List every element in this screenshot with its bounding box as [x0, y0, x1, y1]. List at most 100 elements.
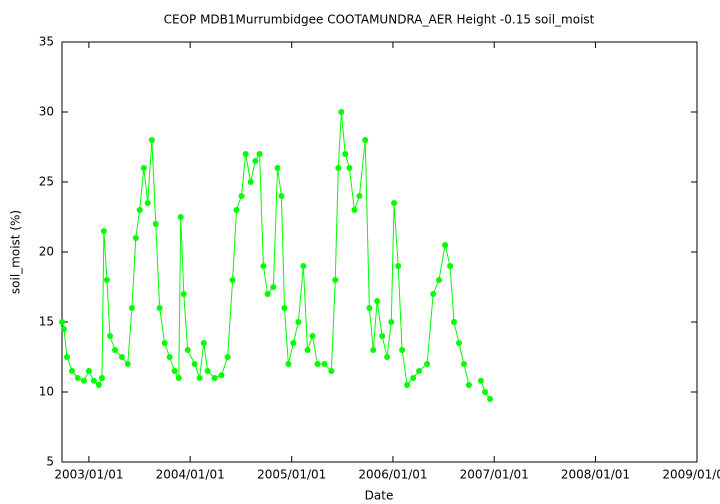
y-tick-label: 20: [39, 245, 54, 259]
data-point: [148, 137, 155, 143]
y-tick-label: 5: [46, 455, 54, 469]
data-point: [274, 165, 281, 171]
data-point: [399, 347, 406, 353]
data-point: [204, 368, 211, 374]
data-point: [370, 347, 377, 353]
data-point: [211, 375, 218, 381]
data-point: [384, 354, 391, 360]
data-point: [264, 291, 271, 297]
y-tick-label: 25: [39, 175, 54, 189]
data-point: [416, 368, 423, 374]
data-point: [450, 319, 457, 325]
data-point: [161, 340, 168, 346]
data-point: [180, 291, 187, 297]
data-point: [156, 305, 163, 311]
data-point: [252, 158, 259, 164]
data-point: [171, 368, 178, 374]
data-point: [233, 207, 240, 213]
data-point: [60, 326, 67, 332]
data-point: [460, 361, 467, 367]
data-point: [309, 333, 316, 339]
data-point: [436, 277, 443, 283]
data-point: [351, 207, 358, 213]
data-point: [140, 165, 147, 171]
data-point: [290, 340, 297, 346]
data-point: [85, 368, 92, 374]
data-point: [256, 151, 263, 157]
x-tick-label: 2006/01/01: [358, 468, 427, 482]
data-point: [442, 242, 449, 248]
data-point: [106, 333, 113, 339]
x-axis-label: Date: [365, 489, 394, 503]
data-point: [200, 340, 207, 346]
data-point: [144, 200, 151, 206]
data-point: [295, 319, 302, 325]
data-point: [270, 284, 277, 290]
data-point: [74, 375, 81, 381]
data-point: [362, 137, 369, 143]
data-point: [68, 368, 75, 374]
data-point: [335, 165, 342, 171]
data-point: [111, 347, 118, 353]
data-point: [59, 319, 65, 325]
y-tick-label: 15: [39, 315, 54, 329]
data-point: [430, 291, 437, 297]
data-point: [80, 377, 87, 384]
x-tick-label: 2004/01/01: [156, 468, 225, 482]
data-point: [424, 361, 431, 367]
data-point: [404, 382, 411, 388]
x-tick-label: 2009/01/01: [662, 468, 720, 482]
data-point: [136, 207, 143, 213]
data-point: [118, 354, 125, 360]
data-point: [128, 305, 135, 311]
data-point: [229, 277, 236, 283]
data-point: [184, 347, 191, 353]
data-point: [477, 377, 484, 384]
x-tick-label: 2005/01/01: [257, 468, 326, 482]
data-point: [238, 193, 245, 199]
data-point: [455, 340, 462, 346]
data-point: [346, 165, 353, 171]
data-point: [98, 375, 105, 381]
data-point: [95, 382, 102, 388]
data-point: [175, 375, 182, 381]
y-tick-label: 10: [39, 385, 54, 399]
y-tick-label: 30: [39, 105, 54, 119]
data-point: [177, 214, 184, 220]
data-point: [328, 368, 335, 374]
x-tick-label: 2008/01/01: [561, 468, 630, 482]
data-point: [278, 193, 285, 199]
data-point: [356, 193, 363, 199]
data-point: [218, 372, 225, 379]
y-tick-label: 35: [39, 35, 54, 49]
data-point: [482, 389, 489, 395]
data-point: [90, 377, 97, 384]
data-point: [388, 319, 395, 325]
chart-title: CEOP MDB1Murrumbidgee COOTAMUNDRA_AER He…: [164, 13, 595, 27]
data-point: [260, 263, 267, 269]
y-axis-label: soil_moist (%): [9, 210, 23, 294]
data-point: [196, 375, 203, 381]
data-point: [191, 361, 198, 367]
data-point: [379, 333, 386, 339]
data-point: [314, 361, 321, 367]
data-point: [410, 375, 417, 381]
data-point: [100, 228, 107, 234]
data-point: [281, 305, 288, 311]
data-point: [332, 277, 339, 283]
data-point: [124, 361, 131, 367]
data-point: [166, 354, 173, 360]
data-point: [247, 179, 254, 185]
x-tick-label: 2007/01/01: [460, 468, 529, 482]
data-point: [447, 263, 454, 269]
data-point: [300, 263, 307, 269]
data-point: [63, 354, 70, 360]
data-point: [152, 221, 159, 227]
data-point: [132, 235, 139, 241]
data-point: [487, 396, 494, 402]
series-line: [61, 111, 491, 400]
data-point: [395, 263, 402, 269]
data-point: [103, 277, 110, 283]
data-point: [338, 109, 345, 115]
data-point: [285, 361, 292, 367]
